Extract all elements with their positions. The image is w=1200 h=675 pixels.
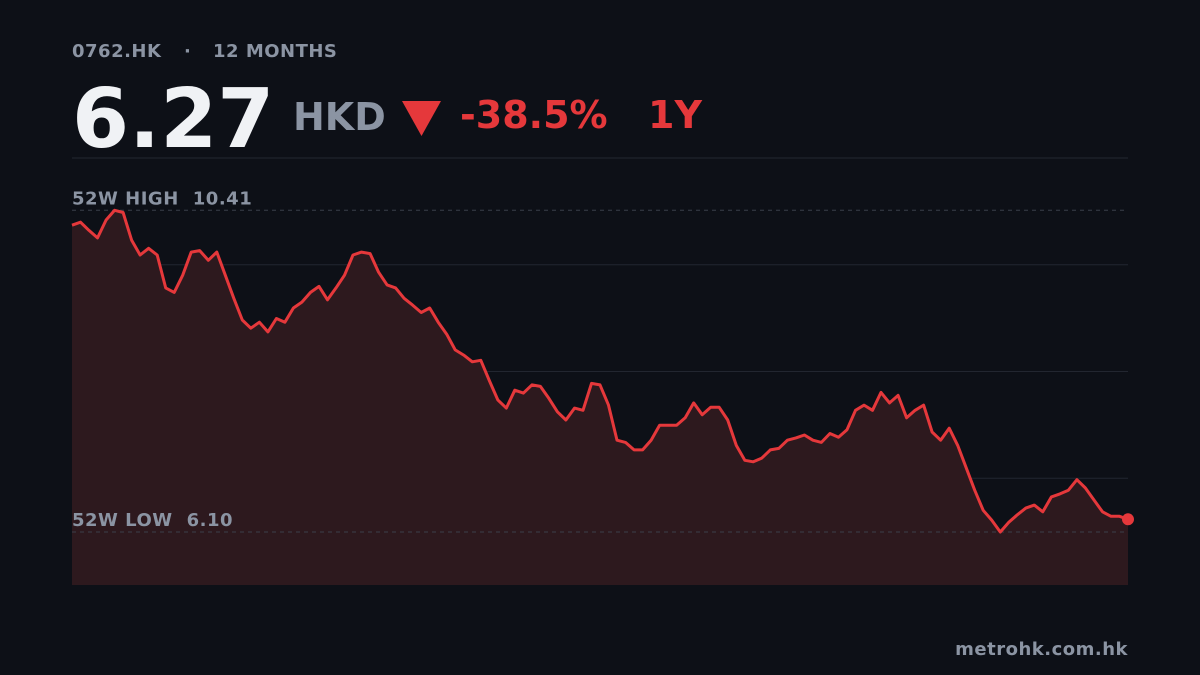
plot: 52W HIGH 10.41 52W LOW 6.10 bbox=[71, 188, 1134, 586]
currency: HKD bbox=[293, 95, 386, 139]
range: 1Y bbox=[648, 93, 702, 137]
high-label: 52W HIGH bbox=[72, 188, 179, 209]
low-value: 6.10 bbox=[187, 510, 233, 531]
low-label: 52W LOW bbox=[72, 510, 173, 531]
price: 6.27 bbox=[72, 72, 274, 167]
price-line bbox=[71, 208, 1129, 534]
ticker: 0762.HK bbox=[72, 41, 162, 62]
high-value: 10.41 bbox=[193, 188, 252, 209]
down-arrow bbox=[402, 101, 441, 136]
last-point bbox=[1122, 513, 1134, 526]
period: 12 MONTHS bbox=[213, 41, 337, 62]
source: metrohk.com.hk bbox=[955, 639, 1128, 660]
area bbox=[72, 210, 1128, 586]
change: -38.5% bbox=[460, 93, 608, 137]
separator: · bbox=[184, 41, 191, 62]
